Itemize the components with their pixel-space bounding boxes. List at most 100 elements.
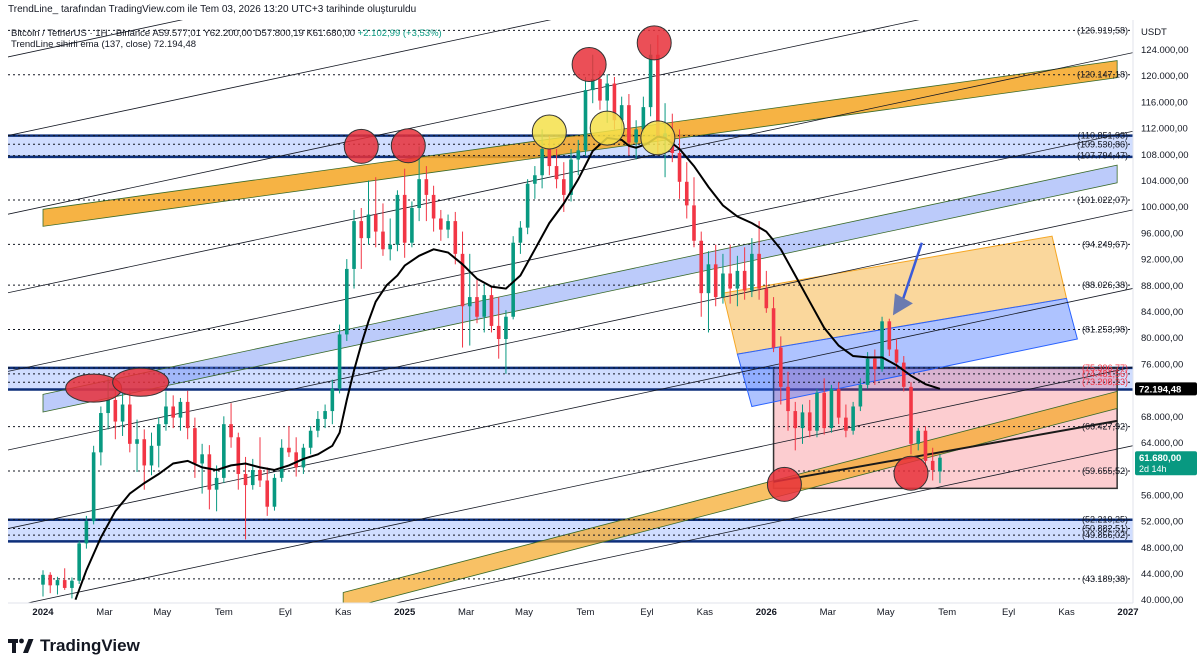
candle-body-95 <box>728 273 732 289</box>
candle-body-72 <box>562 179 566 195</box>
candle-body-80 <box>619 105 624 121</box>
red-marker-circle-1 <box>112 367 170 397</box>
candle-body-9 <box>106 399 110 414</box>
candle-body-60 <box>475 297 479 317</box>
fib-level-label: (120.147,18) <box>1077 70 1128 80</box>
candle-body-101 <box>771 308 776 348</box>
candle-body-29 <box>250 470 255 486</box>
legend-change: +2.102,99 (+3,53%) <box>357 28 442 39</box>
candle-body-98 <box>750 253 754 291</box>
candle-body-22 <box>200 454 204 464</box>
candle-body-17 <box>164 406 168 425</box>
fib-level-label: (43.189,38) <box>1082 574 1128 584</box>
candle-body-124 <box>938 457 942 472</box>
yellow-marker-circle-8 <box>640 120 676 156</box>
candle-body-31 <box>265 480 270 507</box>
fib-level-label: (59.655,52) <box>1082 466 1128 476</box>
candle-body-7 <box>91 452 96 522</box>
candle-body-48 <box>388 244 392 250</box>
last-price-label-bg <box>1135 451 1197 476</box>
pivot-zone-fill <box>8 367 1133 390</box>
candle-body-78 <box>605 83 609 101</box>
candle-body-102 <box>779 347 783 387</box>
candle-body-100 <box>764 288 769 309</box>
red-marker-circle-5 <box>636 25 672 61</box>
price-tick-label: 56.000,00 <box>1141 490 1183 501</box>
candle-body-32 <box>272 477 277 507</box>
candle-body-20 <box>185 401 190 429</box>
yellow-marker-circle-b0 <box>531 114 567 150</box>
candle-body-35 <box>294 452 298 468</box>
candle-body-54 <box>431 194 436 219</box>
orange-channel-bottom <box>342 390 1118 603</box>
currency-label[interactable]: USDT <box>1141 27 1167 38</box>
price-tick-label: 68.000,00 <box>1141 412 1183 423</box>
candle-body-42 <box>345 268 349 335</box>
candle-body-51 <box>410 208 414 243</box>
price-tick-label: 112.000,00 <box>1141 124 1188 135</box>
time-tick-label: Mar <box>96 607 112 618</box>
candle-body-90 <box>692 205 696 241</box>
candle-body-11 <box>120 404 125 422</box>
candle-body-27 <box>236 437 241 474</box>
candle-body-83 <box>641 107 646 130</box>
candle-body-40 <box>330 388 335 412</box>
price-tick-label: 80.000,00 <box>1141 333 1183 344</box>
fib-level-label: (52.219,25) <box>1082 515 1128 525</box>
time-axis: 2024 Mar May Tem Eyl Kas 2025 Mar May Tem Eyl Kas 20… <box>8 602 1139 618</box>
candle-body-1 <box>48 574 53 586</box>
price-tick-label: 48.000,00 <box>1141 543 1183 554</box>
candle-body-0 <box>41 574 45 585</box>
candle-body-99 <box>757 253 761 289</box>
candle-body-24 <box>214 477 219 490</box>
fib-level-label: (74.481,56) <box>1082 369 1128 379</box>
diagonal-trendline-5 <box>8 52 1133 294</box>
candle-body-25 <box>222 424 226 478</box>
red-marker-circle-3 <box>390 128 426 164</box>
price-tick-label: 44.000,00 <box>1141 569 1183 580</box>
candle-body-49 <box>395 194 400 245</box>
time-tick-label: Eyl <box>279 607 292 618</box>
legend-low: D57.800,19 <box>254 28 304 39</box>
candle-body-109 <box>829 388 834 429</box>
symbol-name[interactable]: Bitcoin / TetherUS · 1H · Binance <box>11 28 151 39</box>
price-tick-label: 84.000,00 <box>1141 307 1183 318</box>
watermark-text: TrendLine_ tarafından TradingView.com il… <box>8 4 417 15</box>
time-tick-label: Mar <box>820 607 836 618</box>
tradingview-logo[interactable]: TradingView <box>8 636 140 656</box>
indicator-name[interactable]: TrendLine sihirli ema (137, close) <box>11 39 152 50</box>
candle-body-34 <box>287 447 291 453</box>
candle-body-122 <box>923 430 928 461</box>
candle-body-73 <box>569 159 573 195</box>
orange-channel-top <box>42 60 1118 227</box>
candle-body-71 <box>554 166 559 180</box>
time-tick-label: Tem <box>577 607 595 618</box>
fib-level-label: (50.882,51) <box>1082 523 1128 533</box>
ema-137-line <box>74 135 941 601</box>
time-tick-label: Kas <box>1058 607 1075 618</box>
price-tick-label: 100.000,00 <box>1141 202 1189 213</box>
candle-body-45 <box>366 214 371 239</box>
diagonal-trendline-7 <box>8 20 552 136</box>
candle-body-70 <box>547 149 552 167</box>
candle-body-2 <box>55 580 60 586</box>
time-tick-label: 2027 <box>1117 607 1138 618</box>
last-price-label: 61.680,00 <box>1139 453 1181 464</box>
candle-body-18 <box>171 406 175 418</box>
time-tick-label: Tem <box>938 607 956 618</box>
candle-body-117 <box>887 321 892 350</box>
candle-body-16 <box>156 424 161 446</box>
candle-body-115 <box>873 358 877 370</box>
candle-body-53 <box>424 179 429 195</box>
candle-body-41 <box>337 334 342 389</box>
candle-body-67 <box>525 183 530 228</box>
time-tick-label: Mar <box>458 607 474 618</box>
indicator-legend[interactable]: TrendLine sihirli ema (137, close) 72.19… <box>11 39 196 50</box>
ema-price-label: 72.194,48 <box>1139 384 1181 395</box>
candle-body-59 <box>467 297 472 307</box>
candle-body-28 <box>243 473 248 486</box>
fib-level-label: (110.851,93) <box>1078 131 1128 141</box>
time-tick-label: Eyl <box>640 607 653 618</box>
candle-body-19 <box>178 401 183 418</box>
